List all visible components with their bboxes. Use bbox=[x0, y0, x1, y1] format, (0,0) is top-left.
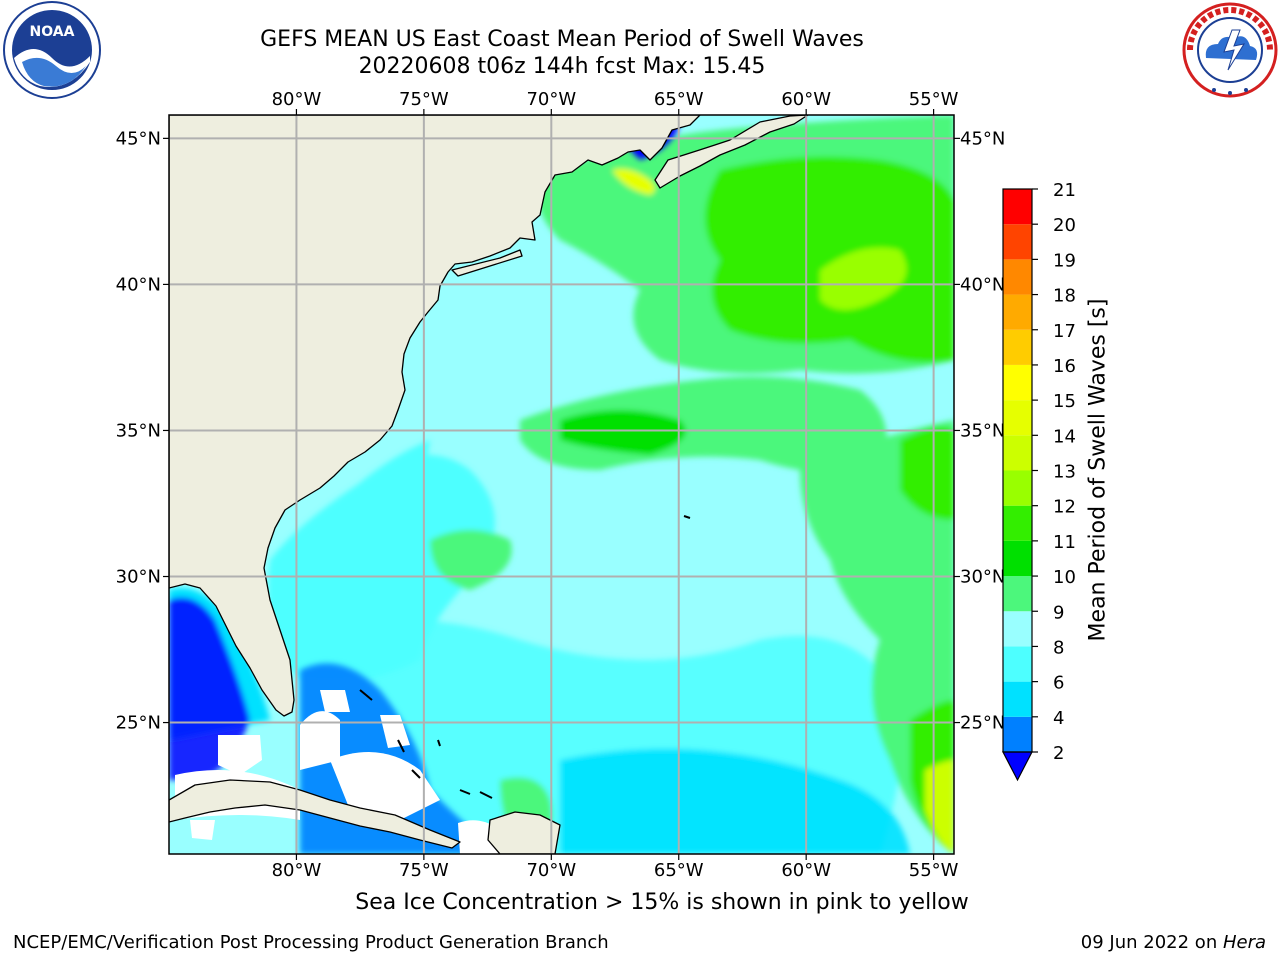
sea-ice-note: Sea Ice Concentration > 15% is shown in … bbox=[355, 890, 969, 915]
east-core bbox=[900, 426, 954, 520]
bahamas-islands bbox=[359, 515, 691, 799]
colorbar-under-arrow bbox=[1002, 751, 1033, 782]
colorbar-band bbox=[1003, 224, 1032, 260]
colorbar-tick-label: 15 bbox=[1053, 391, 1076, 412]
colorbar-tick-label: 21 bbox=[1053, 180, 1076, 201]
colorbar-band bbox=[1003, 435, 1032, 471]
mid-green-core bbox=[560, 410, 686, 455]
lat-tick-label: 35°N bbox=[960, 420, 1005, 441]
nws-logo bbox=[1182, 2, 1278, 98]
lon-tick-label: 75°W bbox=[399, 860, 449, 881]
lon-tick-label: 60°W bbox=[781, 89, 831, 110]
lon-tick-label: 60°W bbox=[781, 860, 831, 881]
gulfstream-inner bbox=[330, 440, 430, 560]
colorbar-tick-label: 6 bbox=[1053, 673, 1064, 694]
lon-tick-label: 55°W bbox=[909, 89, 959, 110]
se-yellowgreen bbox=[925, 760, 954, 854]
colorbar-label: Mean Period of Swell Waves [s] bbox=[1085, 298, 1111, 642]
map-area bbox=[169, 115, 954, 854]
nova-scotia bbox=[654, 115, 809, 189]
land bbox=[169, 115, 809, 854]
long-island bbox=[451, 249, 523, 277]
lon-tick-label: 55°W bbox=[909, 860, 959, 881]
colorbar: 2 4 6 8 9 10 11 12 13 14 15 16 17 18 19 20 21 bbox=[1002, 180, 1076, 782]
southwest-green bbox=[430, 530, 512, 590]
colorbar-tick-label: 13 bbox=[1053, 462, 1076, 483]
noaa-logo: NOAA bbox=[3, 1, 101, 99]
lat-tick-label: 35°N bbox=[116, 420, 161, 441]
gridlines bbox=[169, 115, 954, 854]
colorbar-tick-label: 19 bbox=[1053, 250, 1076, 271]
colorbar-tick-label: 14 bbox=[1053, 426, 1076, 447]
lat-tick-label: 30°N bbox=[960, 567, 1005, 588]
colorbar-band bbox=[1003, 470, 1032, 506]
colorbar-band bbox=[1003, 576, 1032, 612]
cuba bbox=[169, 779, 461, 849]
colorbar-band bbox=[1003, 681, 1032, 717]
colorbar-band bbox=[1003, 294, 1032, 330]
colorbar-band bbox=[1003, 646, 1032, 682]
gulf-blue bbox=[169, 597, 250, 780]
peak-yellowgreen bbox=[820, 247, 907, 310]
colorbar-band bbox=[1003, 716, 1032, 752]
lon-tick-label: 70°W bbox=[526, 860, 576, 881]
footer-date: 09 Jun 2022 on Hera bbox=[1081, 932, 1266, 953]
colorbar-tick-label: 16 bbox=[1053, 356, 1076, 377]
lat-ticks-right: 45°N 40°N 35°N 30°N 25°N bbox=[954, 128, 1005, 734]
lat-tick-label: 40°N bbox=[116, 274, 161, 295]
lon-ticks-bottom: 80°W 75°W 70°W 65°W 60°W 55°W bbox=[272, 854, 959, 881]
noaa-logo-text: NOAA bbox=[30, 24, 75, 40]
northeast-core bbox=[705, 156, 954, 363]
south-cyan bbox=[560, 748, 910, 854]
lat-tick-label: 25°N bbox=[960, 713, 1005, 734]
lon-tick-label: 70°W bbox=[526, 89, 576, 110]
lon-tick-label: 65°W bbox=[654, 89, 704, 110]
lon-tick-label: 80°W bbox=[272, 89, 322, 110]
lon-tick-label: 65°W bbox=[654, 860, 704, 881]
colorbar-band bbox=[1003, 329, 1032, 365]
footer-date-text: 09 Jun 2022 on bbox=[1080, 932, 1223, 953]
us-mainland bbox=[169, 115, 701, 717]
chart-subtitle: 20220608 t06z 144h fcst Max: 15.45 bbox=[358, 54, 766, 79]
lat-ticks-left: 45°N 40°N 35°N 30°N 25°N bbox=[116, 128, 169, 734]
map-frame bbox=[168, 114, 955, 855]
colorbar-band bbox=[1003, 505, 1032, 541]
colorbar-tick-label: 9 bbox=[1053, 602, 1064, 623]
colorbar-tick-label: 2 bbox=[1053, 743, 1064, 764]
lat-tick-label: 30°N bbox=[116, 567, 161, 588]
colorbar-tick-label: 12 bbox=[1053, 497, 1076, 518]
coastal-band bbox=[268, 455, 495, 683]
colorbar-tick-label: 17 bbox=[1053, 321, 1076, 342]
footer-machine: Hera bbox=[1222, 932, 1266, 953]
lon-ticks-top: 80°W 75°W 70°W 65°W 60°W 55°W bbox=[272, 89, 959, 115]
lat-tick-label: 45°N bbox=[960, 128, 1005, 149]
lon-tick-label: 75°W bbox=[399, 89, 449, 110]
colorbar-tick-label: 8 bbox=[1053, 637, 1064, 658]
lon-tick-label: 80°W bbox=[272, 860, 322, 881]
colorbar-band bbox=[1003, 364, 1032, 401]
colorbar-tick-label: 11 bbox=[1053, 532, 1076, 553]
colorbar-band bbox=[1003, 611, 1032, 647]
colorbar-tick-label: 20 bbox=[1053, 215, 1076, 236]
lat-tick-label: 45°N bbox=[116, 128, 161, 149]
swell-period-field bbox=[268, 115, 954, 854]
colorbar-tick-label: 18 bbox=[1053, 286, 1076, 307]
footer-credit: NCEP/EMC/Verification Post Processing Pr… bbox=[13, 932, 609, 953]
hispaniola bbox=[487, 811, 561, 854]
chart-title: GEFS MEAN US East Coast Mean Period of S… bbox=[260, 27, 864, 52]
colorbar-band bbox=[1003, 400, 1032, 436]
colorbar-band bbox=[1003, 259, 1032, 295]
lat-tick-label: 40°N bbox=[960, 274, 1005, 295]
colorbar-band bbox=[1003, 540, 1032, 577]
colorbar-tick-label: 4 bbox=[1053, 708, 1064, 729]
colorbar-tick-label: 10 bbox=[1053, 567, 1076, 588]
lat-tick-label: 25°N bbox=[116, 713, 161, 734]
colorbar-band bbox=[1003, 189, 1032, 225]
maine-yellow bbox=[612, 168, 655, 195]
